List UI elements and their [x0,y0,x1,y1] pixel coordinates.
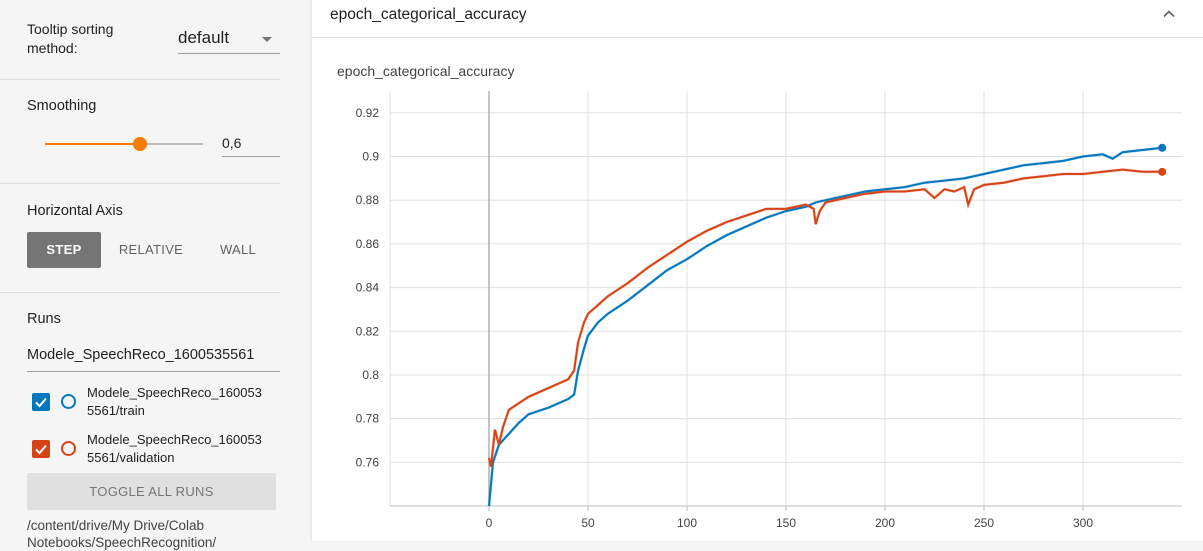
tooltip-sorting-label: Tooltip sorting method: [27,21,114,56]
run-validation-name-line2: 5561/validation [87,450,175,465]
x-tick-label: 300 [1073,516,1093,530]
series-end-point-0 [1158,143,1167,152]
horizontal-axis-section: Horizontal Axis [0,184,280,293]
run-train-name-line1: Modele_SpeechReco_160053 [87,385,262,400]
smoothing-slider[interactable] [45,137,203,151]
tooltip-sorting-select[interactable]: default [178,26,280,54]
series-line-1 [488,168,1163,467]
run-train-name: Modele_SpeechReco_160053 5561/train [87,384,287,420]
run-item-validation: Modele_SpeechReco_160053 5561/validation [30,431,290,471]
run-validation-checkbox[interactable] [32,440,50,458]
tooltip-sorting-value: default [178,28,230,47]
series-raw-line-1 [487,168,1163,468]
runs-label: Runs [27,311,61,327]
smoothing-input[interactable]: 0,6 [222,133,280,157]
axis-wall-button[interactable]: WALL [219,242,257,257]
horizontal-axis-label: Horizontal Axis [27,203,123,219]
axis-relative-button[interactable]: RELATIVE [118,242,184,257]
run-train-checkbox[interactable] [32,393,50,411]
axis-step-button[interactable]: STEP [27,232,101,268]
run-validation-name-line1: Modele_SpeechReco_160053 [87,432,262,447]
y-tick-label: 0.78 [356,412,380,426]
y-tick-label: 0.84 [356,281,380,295]
smoothing-label: Smoothing [27,98,97,114]
log-directory-path: /content/drive/My Drive/Colab Notebooks/… [27,518,217,550]
run-validation-name: Modele_SpeechReco_160053 5561/validation [87,431,287,467]
runs-filter-input[interactable]: Modele_SpeechReco_1600535561 [27,344,280,372]
x-tick-label: 100 [677,516,697,530]
series-end-point-1 [1158,167,1167,176]
checkmark-icon [35,444,47,455]
tooltip-section: Tooltip sorting method: default [0,0,280,80]
y-tick-label: 0.82 [356,324,380,338]
line-chart[interactable]: 0 50 100 150 200 250 300 0.76 0.78 0.8 0.82 0.84 0.8… [312,80,1203,541]
x-tick-label: 50 [581,516,595,530]
y-tick-label: 0.88 [356,193,380,207]
x-tick-label: 250 [974,516,994,530]
card-header[interactable]: epoch_categorical_accuracy [312,0,1203,38]
sidebar: Tooltip sorting method: default Smoothin… [0,0,295,550]
card-header-title: epoch_categorical_accuracy [330,6,527,23]
chevron-up-icon[interactable] [1161,6,1177,22]
checkmark-icon [35,397,47,408]
chart-title: epoch_categorical_accuracy [337,63,515,79]
y-tick-label: 0.9 [362,150,379,164]
x-tick-label: 0 [486,516,493,530]
run-validation-color-icon[interactable] [61,441,76,456]
y-tick-label: 0.8 [362,368,379,382]
toggle-all-runs-button[interactable]: TOGGLE ALL RUNS [27,473,276,510]
run-item-train: Modele_SpeechReco_160053 5561/train [30,384,290,424]
series-line-0 [488,146,1163,506]
main-panel: epoch_categorical_accuracy epoch_categor… [312,0,1203,541]
y-tick-label: 0.92 [356,106,380,120]
smoothing-slider-fill [45,143,140,145]
smoothing-section: Smoothing [0,80,280,184]
y-tick-label: 0.86 [356,237,380,251]
x-tick-label: 200 [875,516,895,530]
run-train-color-icon[interactable] [61,394,76,409]
run-train-name-line2: 5561/train [87,403,145,418]
y-tick-label: 0.76 [356,455,380,469]
x-tick-label: 150 [776,516,796,530]
smoothing-slider-thumb[interactable] [132,137,147,151]
chevron-down-icon [262,37,272,42]
